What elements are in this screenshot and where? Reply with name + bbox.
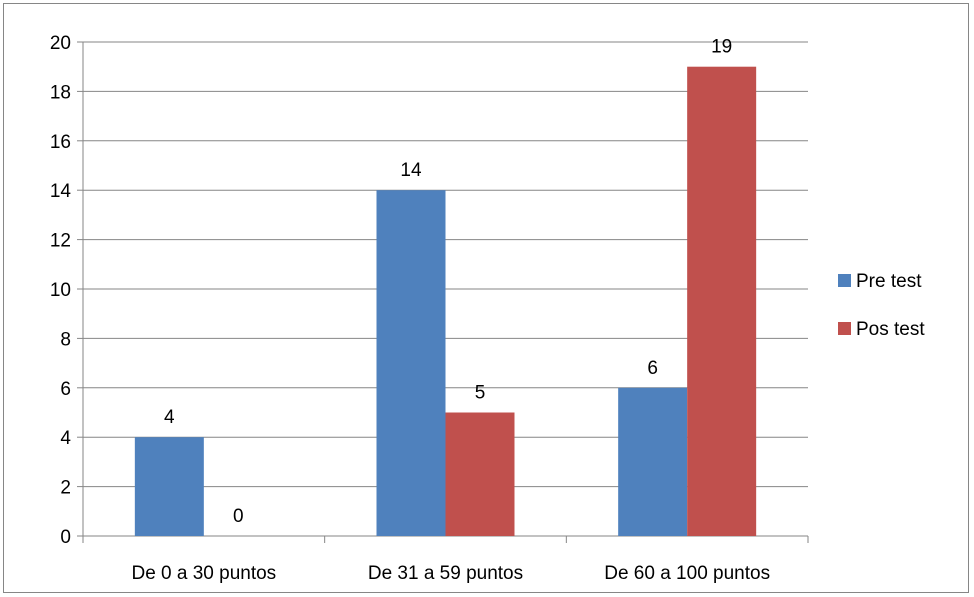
y-tick-label: 12 (50, 231, 71, 252)
y-axis: 0 2 4 6 8 10 12 14 16 18 20 (50, 33, 84, 548)
data-label: 6 (647, 358, 658, 379)
bar-pre-test (134, 437, 204, 536)
y-tick-label: 20 (50, 33, 71, 54)
legend-label: Pos test (856, 319, 925, 340)
data-label: 19 (711, 37, 732, 58)
x-category-label: De 60 a 100 puntos (604, 563, 770, 584)
y-tick-label: 8 (60, 329, 71, 350)
y-tick-label: 18 (50, 82, 71, 103)
y-tick-label: 2 (60, 478, 71, 499)
x-category-label: De 0 a 30 puntos (131, 563, 276, 584)
y-tick-label: 10 (50, 280, 71, 301)
data-labels: 4 0 14 5 6 19 (164, 37, 732, 527)
y-tick-label: 6 (60, 379, 71, 400)
data-label: 4 (164, 407, 175, 428)
bar-pos-test (687, 66, 757, 536)
y-tick-label: 14 (50, 181, 72, 202)
legend-swatch-pre-test (838, 274, 851, 287)
x-axis: De 0 a 30 puntos De 31 a 59 puntos De 60 a… (82, 535, 809, 584)
y-tick-label: 0 (60, 527, 71, 548)
bar-pre-test (618, 387, 688, 536)
data-label: 0 (233, 506, 244, 527)
legend: Pre test Pos test (838, 271, 925, 340)
y-tick-label: 4 (60, 428, 71, 449)
y-tick-label: 16 (50, 132, 71, 153)
data-label: 14 (400, 160, 422, 181)
x-category-label: De 31 a 59 puntos (368, 563, 523, 584)
data-label: 5 (475, 383, 486, 404)
bar-pos-test (445, 412, 515, 536)
legend-swatch-pos-test (838, 322, 851, 335)
legend-label: Pre test (856, 271, 922, 292)
bar-pre-test (376, 190, 446, 536)
bars (134, 66, 757, 536)
